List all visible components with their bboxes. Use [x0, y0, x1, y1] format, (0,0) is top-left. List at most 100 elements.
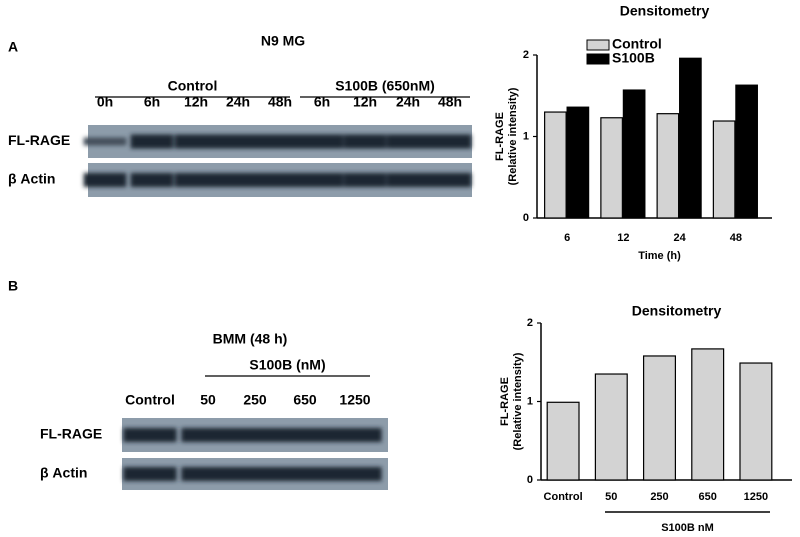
panel-letter: B: [8, 278, 18, 294]
lane-label: 250: [243, 392, 267, 408]
bar: [712, 120, 736, 219]
lane-label: 0h: [97, 94, 113, 110]
row-label: β Actin: [8, 171, 55, 187]
band: [258, 173, 302, 187]
figure-root: A N9 MG Control S100B (650nM) 0h 6h 12h 24h 48h 6…: [8, 3, 792, 534]
lane-label: 24h: [226, 94, 250, 110]
lane-label: 24h: [396, 94, 420, 110]
band: [386, 173, 430, 187]
band: [428, 173, 472, 187]
bar: [679, 57, 702, 219]
band: [300, 134, 344, 149]
band: [328, 467, 382, 481]
lane-label: 6h: [314, 94, 330, 110]
band: [83, 173, 127, 187]
y-tick-label: 1: [523, 130, 529, 142]
x-tick-label: 650: [699, 491, 717, 503]
bar: [566, 106, 590, 219]
y-label-line: FL-RAGE: [494, 112, 506, 161]
y-tick-label: 1: [527, 395, 533, 407]
lane-label: 48h: [268, 94, 292, 110]
blot-title: N9 MG: [261, 33, 305, 49]
band: [258, 134, 302, 149]
row-label: β Actin: [40, 465, 87, 481]
bar: [735, 84, 758, 219]
legend-label: S100B: [612, 50, 655, 66]
x-label: Time (h): [638, 250, 681, 262]
x-tick-label: 24: [674, 232, 687, 244]
x-tick-label: 48: [730, 232, 742, 244]
x-tick-label: 12: [617, 232, 629, 244]
bar: [739, 362, 773, 481]
band: [343, 173, 387, 187]
lane-label: 48h: [438, 94, 462, 110]
bands: [83, 134, 472, 149]
band: [278, 467, 332, 481]
band: [300, 173, 344, 187]
row-label: FL-RAGE: [8, 132, 70, 148]
bands: [123, 428, 382, 442]
legend-swatch: [586, 39, 610, 51]
y-label: FL-RAGE (Relative intensity): [499, 352, 524, 450]
band: [216, 173, 260, 187]
lane-label: 12h: [184, 94, 208, 110]
band: [343, 134, 387, 149]
band: [228, 467, 282, 481]
lane-label: 1250: [339, 392, 370, 408]
band: [174, 173, 218, 187]
group-label: Control: [168, 78, 218, 94]
band: [386, 134, 430, 149]
bar: [600, 117, 623, 219]
bar: [691, 348, 725, 481]
bar: [544, 111, 567, 219]
legend-swatch: [586, 53, 610, 65]
band: [83, 137, 127, 146]
band: [181, 428, 235, 442]
bar: [622, 89, 646, 219]
band: [278, 428, 332, 442]
group-label: S100B (650nM): [335, 78, 435, 94]
band: [328, 428, 382, 442]
lane-label: 650: [293, 392, 317, 408]
x-tick-label: 6: [564, 232, 570, 244]
group-label: S100B (nM): [249, 357, 325, 373]
chart-title: Densitometry: [632, 303, 722, 319]
lane-label: 12h: [353, 94, 377, 110]
legend-label: Control: [612, 36, 662, 52]
lane-label: 6h: [144, 94, 160, 110]
y-label-line: FL-RAGE: [499, 377, 511, 426]
y-label-line: (Relative intensity): [507, 87, 519, 185]
bar: [656, 113, 680, 219]
row-label: FL-RAGE: [40, 426, 102, 442]
band: [428, 134, 472, 149]
bar: [546, 401, 580, 481]
bands: [123, 467, 382, 481]
y-tick-label: 2: [523, 49, 529, 61]
blot-title: BMM (48 h): [213, 331, 288, 347]
chart-title: Densitometry: [620, 3, 710, 19]
band: [130, 134, 174, 149]
x-tick-label: 250: [650, 491, 668, 503]
band: [228, 428, 282, 442]
bar: [594, 373, 628, 481]
y-tick-label: 2: [527, 317, 533, 329]
band: [123, 467, 177, 481]
bands: [83, 173, 472, 187]
band: [123, 428, 177, 442]
y-tick-label: 0: [523, 212, 529, 224]
lane-label: 50: [200, 392, 216, 408]
x-tick-label: 50: [605, 491, 617, 503]
band: [130, 173, 174, 187]
x-tick-label: Control: [544, 491, 583, 503]
band: [216, 134, 260, 149]
y-tick-label: 0: [527, 474, 533, 486]
x-label: S100B nM: [661, 522, 714, 534]
y-label-line: (Relative intensity): [512, 352, 524, 450]
band: [181, 467, 235, 481]
panel-letter: A: [8, 39, 18, 55]
x-tick-label: 1250: [744, 491, 768, 503]
y-label: FL-RAGE (Relative intensity): [494, 87, 519, 185]
lane-label: Control: [125, 392, 175, 408]
band: [174, 134, 218, 149]
